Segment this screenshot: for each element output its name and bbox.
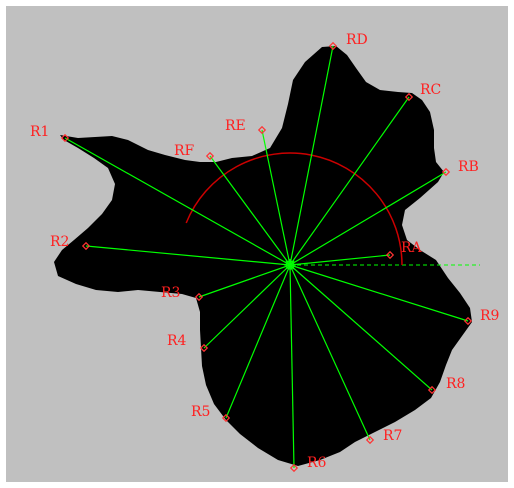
ray-line-r9 — [289, 264, 469, 322]
ray-label-rc: RC — [420, 82, 441, 98]
center-point-spoke — [285, 260, 295, 270]
ray-line-rb — [289, 171, 447, 266]
ray-endpoint-marker-rb — [441, 167, 451, 177]
ray-line-rf — [209, 155, 291, 266]
ray-label-rb: RB — [458, 159, 479, 175]
marker-group — [60, 41, 473, 473]
ray-endpoint-marker-r2 — [81, 241, 91, 251]
ray-line-r4 — [203, 264, 291, 349]
ray-endpoint-marker-r4 — [199, 343, 209, 353]
ray-line-r6 — [289, 264, 295, 469]
ray-line-rd — [289, 45, 334, 266]
ray-endpoint-marker-r3 — [194, 292, 204, 302]
ray-label-rf: RF — [174, 143, 195, 159]
ray-endpoint-marker-r9 — [463, 316, 473, 326]
ray-line-rc — [289, 96, 410, 266]
ray-label-r8: R8 — [446, 376, 465, 392]
ray-line-r8 — [289, 264, 433, 391]
ray-label-r1: R1 — [30, 124, 49, 140]
ray-label-rd: RD — [346, 32, 368, 48]
label-group: R1 R2 R3 R4 R5 R6 R7 R8 R9 RA RB RC RD RE RF — [30, 32, 499, 471]
ray-endpoint-marker-r7 — [365, 435, 375, 445]
ray-endpoint-marker-rc — [404, 92, 414, 102]
ray-line-r1 — [64, 137, 291, 266]
ray-group — [64, 45, 469, 469]
ray-endpoint-marker-r8 — [427, 385, 437, 395]
ray-label-ra: RA — [401, 240, 423, 256]
ray-endpoint-marker-r5 — [221, 413, 231, 423]
ray-line-re — [261, 129, 291, 266]
ray-label-r3: R3 — [161, 285, 180, 301]
center-marker — [284, 259, 296, 271]
ray-label-r4: R4 — [167, 333, 187, 349]
ray-endpoint-marker-re — [257, 125, 267, 135]
ray-endpoint-marker-rf — [205, 151, 215, 161]
ray-line-ra — [289, 254, 391, 266]
ray-line-r5 — [225, 264, 291, 419]
ray-label-r7: R7 — [383, 428, 402, 444]
ray-label-re: RE — [225, 118, 246, 134]
ray-line-r3 — [198, 264, 291, 298]
ray-endpoint-marker-ra — [385, 250, 395, 260]
ray-line-r7 — [289, 264, 371, 441]
ray-label-r6: R6 — [307, 455, 327, 471]
ray-label-r2: R2 — [50, 234, 69, 250]
ray-label-r5: R5 — [191, 404, 210, 420]
ray-endpoint-marker-r6 — [289, 463, 299, 473]
ray-endpoint-marker-rd — [328, 41, 338, 51]
ray-endpoint-marker-r1 — [60, 133, 70, 143]
ray-label-r9: R9 — [480, 308, 499, 324]
black-blob — [54, 46, 472, 466]
ray-line-r2 — [85, 245, 291, 266]
